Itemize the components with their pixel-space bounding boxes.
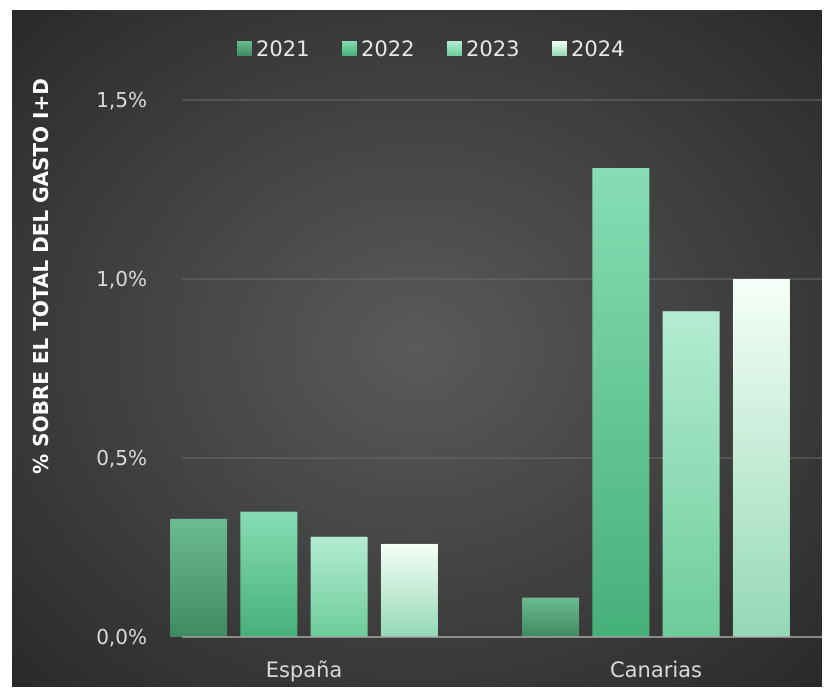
legend-swatch (237, 41, 252, 56)
legend-label: 2023 (466, 37, 519, 61)
bar-2022-españa (240, 511, 298, 637)
category-label: España (266, 658, 343, 682)
legend-label: 2022 (361, 37, 414, 61)
y-tick-label: 1,5% (96, 88, 147, 112)
legend-swatch (342, 41, 357, 56)
bar-2024-españa (380, 543, 438, 637)
legend-swatch (447, 41, 462, 56)
y-tick-label: 1,0% (96, 267, 147, 291)
legend-item-2021: 2021 (237, 37, 309, 61)
legend-item-2024: 2024 (552, 37, 624, 61)
bar-chart: 0,0% 0,5% 1,0% 1,5% España Canarias 2021 2022… (12, 10, 822, 687)
legend-item-2023: 2023 (447, 37, 519, 61)
legend: 2021 2022 2023 2024 (237, 37, 624, 61)
y-tick-label: 0,0% (96, 625, 147, 649)
legend-item-2022: 2022 (342, 37, 414, 61)
bar-2023-españa (310, 536, 368, 637)
y-axis-title: % SOBRE EL TOTAL DEL GASTO I+D (29, 78, 53, 474)
bar-2021-españa (170, 518, 228, 637)
bar-2023-canarias (662, 311, 720, 637)
legend-swatch (552, 41, 567, 56)
legend-label: 2021 (256, 37, 309, 61)
y-axis-ticks: 0,0% 0,5% 1,0% 1,5% (96, 88, 147, 649)
category-label: Canarias (610, 658, 702, 682)
bars (170, 168, 790, 637)
y-tick-label: 0,5% (96, 446, 147, 470)
bar-2022-canarias (592, 168, 650, 637)
bar-2021-canarias (522, 597, 580, 637)
category-labels: España Canarias (266, 658, 702, 682)
legend-label: 2024 (571, 37, 624, 61)
chart-frame: 0,0% 0,5% 1,0% 1,5% España Canarias 2021 2022… (12, 10, 822, 687)
bar-2024-canarias (732, 279, 790, 637)
